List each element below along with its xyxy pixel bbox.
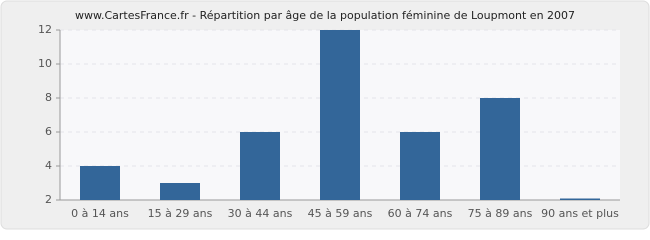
- x-tick-label: 90 ans et plus: [541, 207, 619, 220]
- bar: [560, 198, 600, 200]
- y-tick-label: 8: [45, 91, 52, 104]
- y-tick-label: 2: [45, 193, 52, 206]
- y-tick-label: 4: [45, 159, 52, 172]
- bar: [400, 132, 440, 200]
- bar: [240, 132, 280, 200]
- x-tick-label: 15 à 29 ans: [148, 207, 213, 220]
- bar: [80, 166, 120, 200]
- chart: www.CartesFrance.fr - Répartition par âg…: [0, 0, 650, 230]
- chart-title: www.CartesFrance.fr - Répartition par âg…: [75, 9, 575, 22]
- x-tick-label: 75 à 89 ans: [468, 207, 533, 220]
- x-tick-label: 30 à 44 ans: [228, 207, 293, 220]
- x-tick-label: 60 à 74 ans: [388, 207, 453, 220]
- y-tick-label: 12: [38, 23, 52, 36]
- y-tick-label: 6: [45, 125, 52, 138]
- bar: [160, 183, 200, 200]
- bar: [320, 30, 360, 200]
- y-tick-label: 10: [38, 57, 52, 70]
- x-tick-label: 0 à 14 ans: [71, 207, 129, 220]
- bar: [480, 98, 520, 200]
- x-tick-label: 45 à 59 ans: [308, 207, 373, 220]
